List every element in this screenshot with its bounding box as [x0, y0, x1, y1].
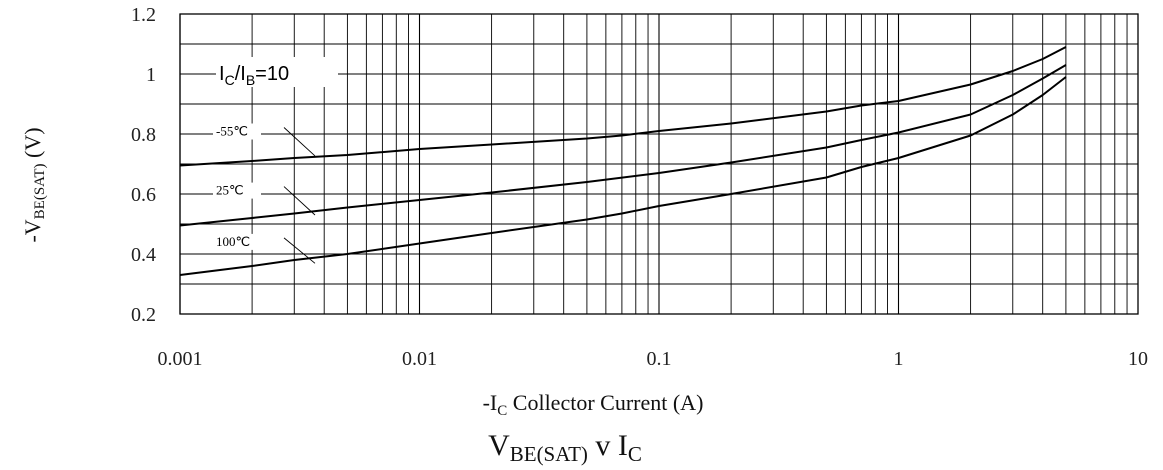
series-line-2: [179, 64, 1067, 227]
y-axis-label: -VBE(SAT) (V): [20, 127, 48, 242]
series-leader-lines: [283, 127, 316, 264]
x-tick-label: 10: [1128, 348, 1148, 370]
x-tick-label: 0.1: [647, 348, 672, 370]
series-label-background: [213, 233, 261, 250]
series-label-background: [213, 182, 261, 199]
series-label-1: -55℃: [216, 124, 248, 139]
y-tick-label: 0.6: [131, 184, 156, 206]
y-tick-label: 1: [146, 64, 156, 86]
plot-frame: [179, 13, 1139, 315]
series-lines: [179, 46, 1067, 276]
series-label-3: 100℃: [216, 234, 250, 249]
series-leader-line: [283, 237, 316, 264]
x-tick-label: 0.001: [158, 348, 203, 370]
series-labels: -55℃ 25℃ 100℃: [213, 123, 261, 250]
x-tick-label: 0.01: [402, 348, 437, 370]
x-tick-label: 1: [894, 348, 904, 370]
y-tick-label: 0.4: [131, 244, 156, 266]
series-label-background: [213, 123, 261, 140]
chart-title: VBE(SAT) v IC: [488, 429, 642, 466]
annotation: IC/IB=10: [219, 63, 289, 88]
series-leader-line: [283, 127, 316, 157]
series-label-2: 25℃: [216, 183, 244, 198]
series-line-3: [179, 76, 1067, 276]
y-tick-label: 1.2: [131, 4, 156, 26]
series-line-1: [179, 46, 1067, 167]
grid: [179, 14, 1138, 314]
series-leader-line: [283, 186, 316, 216]
x-tick-labels: 0.001 0.01 0.1 1 10: [158, 348, 1149, 370]
y-tick-labels: 0.2 0.4 0.6 0.8 1 1.2: [131, 4, 156, 326]
y-tick-label: 0.8: [131, 124, 156, 146]
annotation-background: [216, 57, 338, 87]
x-axis-label: -IC Collector Current (A): [483, 390, 704, 419]
y-tick-label: 0.2: [131, 304, 156, 326]
